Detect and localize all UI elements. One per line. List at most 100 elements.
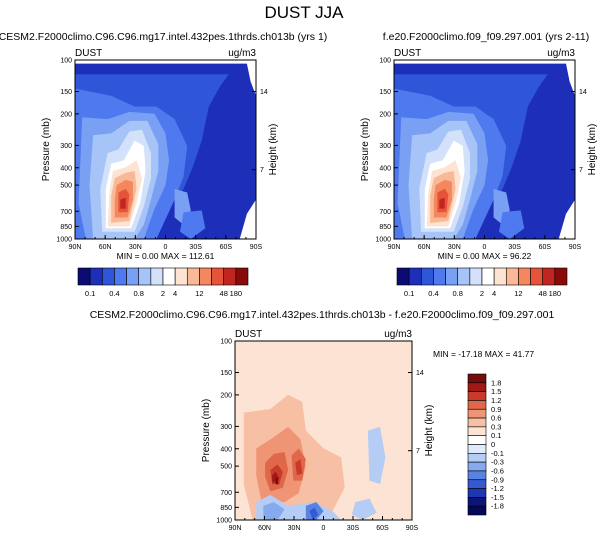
colorbar-label: 12 [514, 289, 522, 298]
x-tick-label: 90S [250, 244, 263, 251]
y-tick-label: 400 [60, 165, 72, 172]
y-tick-label: 850 [379, 224, 391, 231]
colorbar-label: -0.3 [491, 458, 504, 467]
colorbar-swatch [530, 267, 544, 286]
colorbar-label: 48 [220, 289, 228, 298]
colorbar-swatch [174, 267, 188, 286]
colorbar-label: 180 [549, 289, 562, 298]
colorbar-label: 2 [480, 289, 484, 298]
colorbar-swatch [77, 267, 91, 286]
y-tick-label: 1000 [56, 237, 72, 244]
variable-label: DUST [235, 329, 262, 340]
y-tick-label: 100 [379, 58, 391, 65]
y-tick-label: 300 [60, 143, 72, 150]
colorbar-swatch [505, 267, 519, 286]
colorbar-label: 0 [491, 440, 495, 449]
colorbar-swatch [481, 267, 495, 286]
panel-p1: CESM2.F2000climo.C96.C96.mg17.intel.432p… [0, 31, 327, 298]
y-tick-label: 200 [379, 111, 391, 118]
colorbar-label: 0.8 [133, 289, 143, 298]
y-tick-label: 1000 [375, 237, 391, 244]
y-tick-label: 200 [60, 111, 72, 118]
colorbar-swatch [467, 408, 487, 419]
colorbar-swatch [114, 267, 127, 286]
y-tick-label: 500 [60, 183, 72, 190]
colorbar-swatch [467, 470, 487, 481]
colorbar-swatch [467, 461, 487, 472]
colorbar-label: 0.1 [491, 431, 501, 440]
x-tick-label: 90S [569, 244, 582, 251]
variable-label: DUST [394, 48, 421, 59]
units-label: ug/m3 [547, 48, 575, 59]
x-tick-label: 30N [129, 244, 142, 251]
units-label: ug/m3 [384, 329, 412, 340]
x-tick-label: 90S [406, 525, 419, 532]
colorbar-label: 0.9 [491, 405, 501, 414]
panel-p2: f.e20.F2000climo.f09_f09.297.001 (yrs 2-… [360, 31, 598, 298]
colorbar-label: 1.5 [491, 387, 501, 396]
colorbar-swatch [199, 267, 212, 286]
colorbar-label: 4 [173, 289, 177, 298]
y-tick-label: 700 [220, 490, 232, 497]
colorbar-swatch [433, 267, 446, 286]
y-tick-label: 150 [379, 89, 391, 96]
y-tick-label: 300 [379, 143, 391, 150]
colorbar-label: 0.4 [109, 289, 119, 298]
colorbar-swatch [162, 267, 176, 286]
y-tick-label: 400 [379, 165, 391, 172]
y-tick-label: 700 [379, 209, 391, 216]
colorbar-label: 4 [492, 289, 496, 298]
stats-minmax: MIN = 0.00 MAX = 96.22 [438, 251, 532, 261]
contour-fill [120, 197, 126, 209]
colorbar-swatch [467, 426, 487, 436]
x-tick-label: 0 [322, 525, 326, 532]
x-tick-label: 30S [347, 525, 360, 532]
colorbar-swatch [518, 267, 531, 286]
colorbar-swatch [467, 417, 487, 428]
stats-minmax: MIN = 0.00 MAX = 112.61 [117, 251, 215, 261]
contour-fill [263, 502, 285, 520]
colorbar-swatch [186, 267, 200, 286]
y-axis-title: Pressure (mb) [360, 118, 371, 181]
y2-axis-title: Height (km) [587, 124, 598, 176]
colorbar-label: 2 [161, 289, 165, 298]
colorbar-label: -1.8 [491, 502, 504, 511]
colorbar-swatch [445, 267, 459, 286]
contour-fill [239, 199, 256, 239]
colorbar-label: 1.2 [491, 396, 501, 405]
x-tick-label: 90N [229, 525, 242, 532]
y-tick-label: 1000 [216, 518, 232, 525]
x-tick-label: 30S [189, 244, 202, 251]
x-tick-label: 30N [288, 525, 301, 532]
y-tick-label: 150 [220, 370, 232, 377]
colorbar-swatch [467, 435, 487, 445]
x-tick-label: 60N [99, 244, 112, 251]
colorbar-label: -1.5 [491, 493, 504, 502]
contour-fill [351, 498, 377, 520]
colorbar-label: 0.1 [404, 289, 414, 298]
x-tick-label: 60N [418, 244, 431, 251]
stats-min: MIN = -17.18 MAX = 41.77 [433, 349, 534, 359]
colorbar-label: -0.9 [491, 475, 504, 484]
x-tick-label: 0 [483, 244, 487, 251]
colorbar-label: 0.8 [452, 289, 462, 298]
y-tick-label: 400 [220, 446, 232, 453]
colorbar-swatch [467, 505, 487, 516]
colorbar-swatch [542, 267, 556, 286]
x-tick-label: 90N [388, 244, 401, 251]
colorbar-label: 48 [539, 289, 547, 298]
colorbar-label: 12 [195, 289, 203, 298]
y-tick-label: 700 [60, 209, 72, 216]
x-tick-label: 90N [69, 244, 82, 251]
colorbar-swatch [408, 267, 422, 286]
y-tick-label: 300 [220, 424, 232, 431]
colorbar-swatch [493, 267, 507, 286]
x-tick-label: 60S [220, 244, 233, 251]
y-tick-label: 500 [379, 183, 391, 190]
contour-fill [499, 210, 525, 239]
x-tick-label: 60S [376, 525, 389, 532]
y2-tick-label: 14 [579, 89, 587, 96]
variable-label: DUST [75, 48, 102, 59]
y-axis-title: Pressure (mb) [41, 118, 52, 181]
